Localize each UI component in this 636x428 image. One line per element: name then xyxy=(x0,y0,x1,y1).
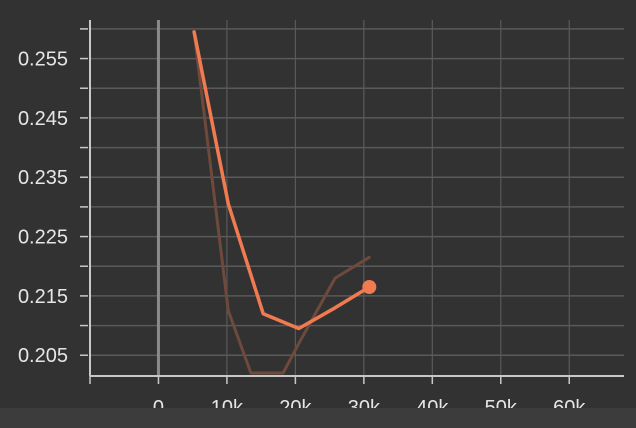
x-tick-label: 40k xyxy=(416,397,449,408)
y-tick-label: 0.215 xyxy=(18,286,68,308)
y-tick-label: 0.245 xyxy=(18,108,68,130)
tick-labels: 0.205 0.215 0.225 0.235 0.245 0.255 0 10k 20k 30k… xyxy=(18,49,586,408)
raw-series-line xyxy=(192,30,371,375)
y-tick-label: 0.225 xyxy=(18,227,68,249)
line-chart: 0.205 0.215 0.225 0.235 0.245 0.255 0 10k 20k 30k… xyxy=(18,20,624,408)
y-tick-label: 0.255 xyxy=(18,49,68,71)
x-tick-label: 0 xyxy=(153,397,164,408)
x-tick-label: 50k xyxy=(485,397,518,408)
smoothed-series-line xyxy=(192,30,372,331)
y-tick-label: 0.235 xyxy=(18,167,68,189)
last-point-marker xyxy=(362,280,377,294)
x-tick-label: 10k xyxy=(211,397,244,408)
x-tick-label: 20k xyxy=(279,397,312,408)
x-tick-label: 60k xyxy=(553,397,586,408)
grid-lines xyxy=(90,20,624,376)
bottom-bar xyxy=(0,408,636,428)
x-tick-label: 30k xyxy=(348,397,381,408)
series-group xyxy=(192,30,377,375)
y-tick-label: 0.205 xyxy=(18,345,68,367)
axes xyxy=(80,20,624,384)
